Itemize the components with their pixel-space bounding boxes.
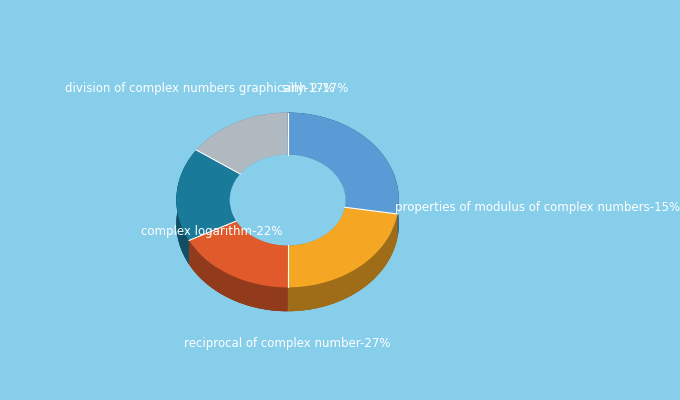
Polygon shape [288, 113, 399, 214]
Text: sinh 2-17%: sinh 2-17% [282, 82, 349, 95]
Polygon shape [237, 221, 288, 269]
Polygon shape [288, 154, 345, 231]
Polygon shape [288, 231, 397, 311]
Polygon shape [230, 174, 240, 245]
Polygon shape [288, 136, 399, 238]
Polygon shape [288, 214, 397, 311]
Polygon shape [230, 154, 345, 246]
Text: reciprocal of complex number-27%: reciprocal of complex number-27% [184, 336, 391, 350]
Polygon shape [176, 150, 240, 240]
Polygon shape [288, 113, 399, 238]
Polygon shape [189, 221, 288, 287]
Polygon shape [176, 150, 197, 264]
Polygon shape [189, 240, 288, 311]
Polygon shape [176, 150, 197, 264]
Polygon shape [197, 113, 288, 174]
Polygon shape [288, 113, 398, 238]
Polygon shape [197, 113, 288, 174]
Polygon shape [240, 154, 288, 198]
Polygon shape [189, 240, 288, 311]
Polygon shape [288, 207, 345, 269]
Polygon shape [189, 245, 288, 311]
Polygon shape [288, 214, 397, 311]
Polygon shape [288, 207, 397, 287]
Text: division of complex numbers graphically-17%: division of complex numbers graphically-… [65, 82, 335, 95]
Polygon shape [176, 174, 240, 264]
Text: properties of modulus of complex numbers-15%: properties of modulus of complex numbers… [395, 202, 680, 214]
Text: complex logarithm-22%: complex logarithm-22% [141, 225, 282, 238]
